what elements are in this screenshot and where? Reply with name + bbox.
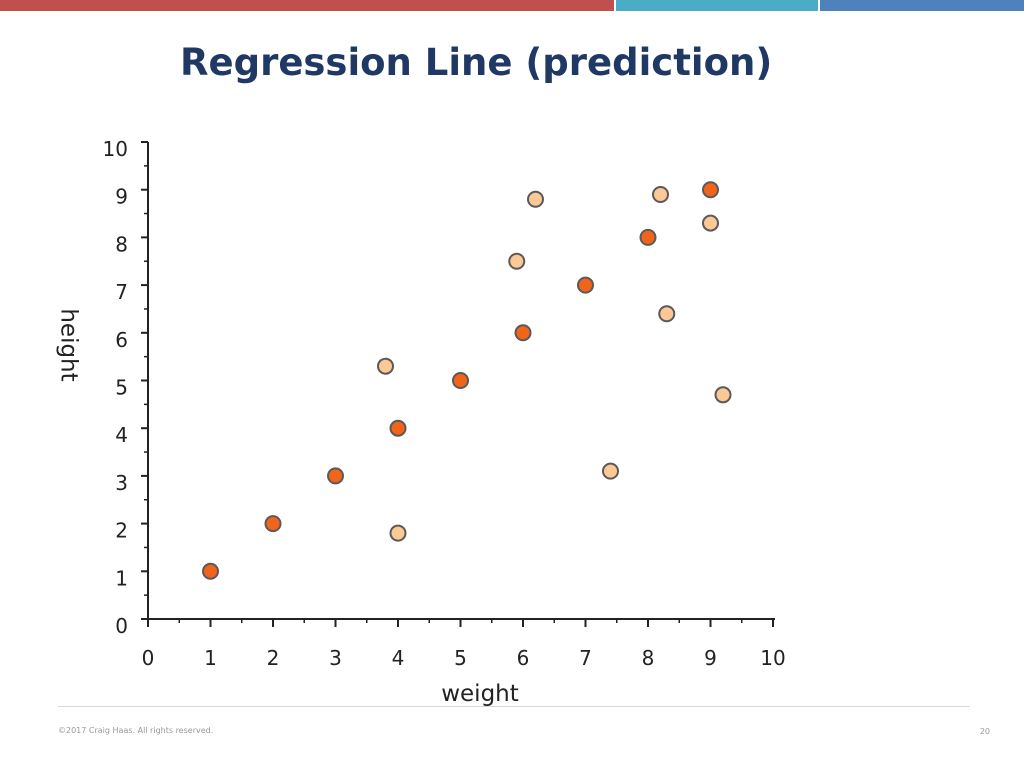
data-point-orange bbox=[452, 372, 469, 389]
data-point-orange bbox=[702, 181, 719, 199]
data-point-orange bbox=[514, 324, 532, 342]
y-tick-label: 8 bbox=[115, 232, 128, 256]
copyright-text: ©2017 Craig Haas. All rights reserved. bbox=[58, 726, 214, 735]
data-point-orange bbox=[264, 515, 282, 533]
top-bar-segment-red bbox=[0, 0, 614, 11]
y-tick-label: 0 bbox=[115, 614, 128, 638]
axis-labels: weight height bbox=[56, 308, 519, 707]
data-point-peach bbox=[702, 214, 719, 232]
y-tick-label: 7 bbox=[115, 280, 128, 304]
y-tick-label: 2 bbox=[115, 519, 128, 543]
data-point-peach bbox=[714, 386, 732, 404]
data-point-orange bbox=[327, 467, 344, 485]
x-tick-label: 6 bbox=[517, 646, 530, 670]
x-tick-label: 7 bbox=[579, 646, 592, 670]
data-point-orange bbox=[389, 419, 407, 437]
y-tick-label: 9 bbox=[115, 185, 128, 209]
data-point-orange bbox=[577, 276, 594, 294]
data-point-orange bbox=[202, 562, 219, 580]
x-tick-label: 3 bbox=[329, 646, 342, 670]
y-tick-label: 5 bbox=[115, 376, 128, 400]
top-bar-segment-teal bbox=[616, 0, 818, 11]
data-point-peach bbox=[377, 357, 394, 375]
slide-title: Regression Line (prediction) bbox=[180, 41, 773, 84]
top-accent-bar bbox=[0, 0, 1024, 11]
x-tick-label: 5 bbox=[454, 646, 467, 670]
y-tick-label: 10 bbox=[103, 137, 128, 161]
x-tick-label: 10 bbox=[760, 646, 785, 670]
data-point-peach bbox=[658, 305, 676, 323]
page-number: 20 bbox=[979, 727, 990, 736]
x-tick-label: 4 bbox=[392, 646, 405, 670]
data-points bbox=[202, 181, 732, 580]
y-tick-label: 4 bbox=[115, 423, 128, 447]
data-point-orange bbox=[639, 228, 657, 246]
data-point-peach bbox=[602, 462, 619, 480]
x-tick-label: 8 bbox=[642, 646, 655, 670]
x-tick-label: 2 bbox=[267, 646, 280, 670]
data-point-peach bbox=[389, 524, 407, 542]
axes: 0 1 2 3 4 5 6 7 8 9 10 0 1 2 3 4 5 6 7 8 9 10 bbox=[103, 137, 786, 670]
y-tick-label: 1 bbox=[115, 566, 128, 590]
data-point-peach bbox=[527, 190, 544, 208]
x-tick-label: 0 bbox=[142, 646, 155, 670]
x-axis-title: weight bbox=[441, 681, 519, 707]
y-axis-title: height bbox=[56, 308, 82, 381]
top-bar-segment-blue bbox=[820, 0, 1024, 11]
x-tick-label: 9 bbox=[704, 646, 717, 670]
y-tick-label: 3 bbox=[115, 471, 128, 495]
data-point-peach bbox=[652, 185, 669, 203]
x-tick-label: 1 bbox=[204, 646, 217, 670]
data-point-peach bbox=[508, 252, 526, 270]
footer-divider bbox=[58, 706, 970, 707]
y-tick-label: 6 bbox=[115, 328, 128, 352]
